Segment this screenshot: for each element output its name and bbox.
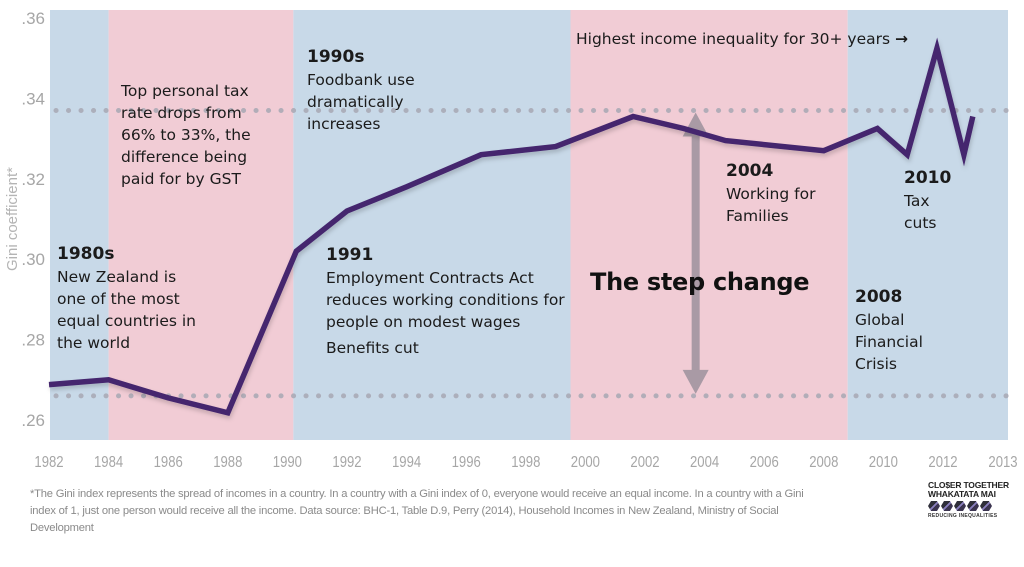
logo-line-1: CLO$ER TOGETHER — [928, 480, 1009, 490]
gini-line — [48, 37, 976, 417]
annotation-text: Top personal tax rate drops from 66% to … — [121, 82, 251, 188]
annotation-text: New Zealand is one of the most equal cou… — [57, 268, 197, 352]
arrow-head-down-icon — [682, 369, 709, 394]
highest-inequality-callout: Highest income inequality for 30+ years … — [576, 30, 908, 48]
y-tick-label: .32 — [21, 170, 45, 189]
annotation-tax-rate: Top personal tax rate drops from 66% to … — [121, 80, 276, 190]
annotation-text: Tax cuts — [904, 192, 937, 232]
y-tick-label: .36 — [21, 9, 45, 28]
annotation-year: 2010 — [904, 168, 952, 188]
x-tick-label: 2008 — [809, 454, 838, 471]
x-tick-label: 1992 — [332, 454, 361, 471]
logo-line-3: REDUCING INEQUALITIES — [928, 513, 998, 519]
x-tick-label: 2004 — [690, 454, 719, 471]
annotation-2008: 2008 Global Financial Crisis — [855, 285, 945, 375]
x-tick-label: 1998 — [511, 454, 540, 471]
x-tick-label: 1986 — [154, 454, 183, 471]
arrow-right-icon: → — [895, 30, 909, 48]
y-tick-label: .30 — [21, 250, 45, 269]
annotation-2010: 2010 Tax cuts — [904, 166, 954, 234]
annotation-year: 2008 — [855, 287, 903, 307]
x-tick-label: 1988 — [213, 454, 242, 471]
x-tick-label: 1990 — [273, 454, 302, 471]
x-tick-label: 2006 — [750, 454, 779, 471]
closer-together-logo: CLO$ER TOGETHER WHAKATATA MAI REDUCING I… — [928, 481, 1024, 519]
annotation-1980s: 1980s New Zealand is one of the most equ… — [57, 242, 207, 354]
annotation-text: Global Financial Crisis — [855, 311, 923, 373]
x-tick-label: 1996 — [452, 454, 481, 471]
x-tick-label: 2012 — [928, 454, 957, 471]
x-axis-ticks: 1982 1984 1986 1988 1990 1992 1994 1996 1998 2000… — [34, 454, 1017, 471]
annotation-year: 2004 — [726, 161, 774, 181]
period-band — [293, 10, 571, 440]
series-lines — [48, 37, 976, 417]
annotation-extra: Benefits cut — [326, 339, 419, 357]
annotation-year: 1980s — [57, 244, 115, 264]
logo-gems-icon — [928, 501, 1024, 511]
period-band — [108, 10, 294, 440]
period-band — [50, 10, 109, 440]
x-tick-label: 1982 — [34, 454, 63, 471]
annotation-1991: 1991 Employment Contracts Act reduces wo… — [326, 243, 576, 359]
arrow-shaft — [691, 132, 700, 374]
period-bands — [50, 10, 1008, 440]
y-tick-label: .34 — [21, 89, 45, 108]
x-tick-label: 2013 — [988, 454, 1017, 471]
step-change-label: The step change — [590, 268, 810, 296]
reference-lines — [53, 107, 1011, 399]
x-tick-label: 2000 — [571, 454, 600, 471]
x-tick-label: 2010 — [869, 454, 898, 471]
x-tick-label: 1984 — [94, 454, 123, 471]
annotation-text: Foodbank use dramatically increases — [307, 71, 415, 133]
annotation-text: Working for Families — [726, 185, 816, 225]
annotation-2004: 2004 Working for Families — [726, 159, 836, 227]
y-axis-ticks: .26 .28 .30 .32 .34 .36 — [21, 9, 45, 430]
annotation-text: Employment Contracts Act reduces working… — [326, 269, 565, 331]
logo-line-2: WHAKATATA MAI — [928, 489, 996, 499]
x-tick-label: 2002 — [630, 454, 659, 471]
annotation-year: 1990s — [307, 47, 365, 67]
footnote: *The Gini index represents the spread of… — [30, 488, 804, 534]
y-tick-label: .28 — [21, 331, 45, 350]
y-tick-label: .26 — [21, 411, 45, 430]
annotation-1990s: 1990s Foodbank use dramatically increase… — [307, 45, 447, 135]
annotation-year: 1991 — [326, 245, 374, 265]
period-band — [570, 10, 848, 440]
x-tick-label: 1994 — [392, 454, 421, 471]
callout-text: Highest income inequality for 30+ years — [576, 30, 891, 48]
y-axis-label: Gini coefficient* — [4, 167, 21, 271]
